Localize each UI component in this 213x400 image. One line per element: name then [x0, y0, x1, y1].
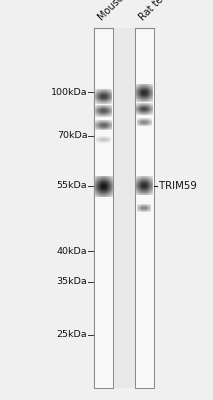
- Text: 35kDa: 35kDa: [57, 277, 87, 286]
- Bar: [94, 28, 113, 388]
- Text: 55kDa: 55kDa: [57, 181, 87, 190]
- Text: Rat testis: Rat testis: [137, 0, 177, 22]
- Text: 70kDa: 70kDa: [57, 132, 87, 140]
- Text: 100kDa: 100kDa: [51, 88, 87, 96]
- Bar: [94, 28, 113, 388]
- Bar: [93, 28, 155, 388]
- Bar: [135, 28, 154, 388]
- Text: 40kDa: 40kDa: [57, 247, 87, 256]
- Text: Mouse testis: Mouse testis: [97, 0, 147, 22]
- Text: 25kDa: 25kDa: [57, 330, 87, 339]
- Text: TRIM59: TRIM59: [159, 181, 197, 191]
- Bar: [135, 28, 154, 388]
